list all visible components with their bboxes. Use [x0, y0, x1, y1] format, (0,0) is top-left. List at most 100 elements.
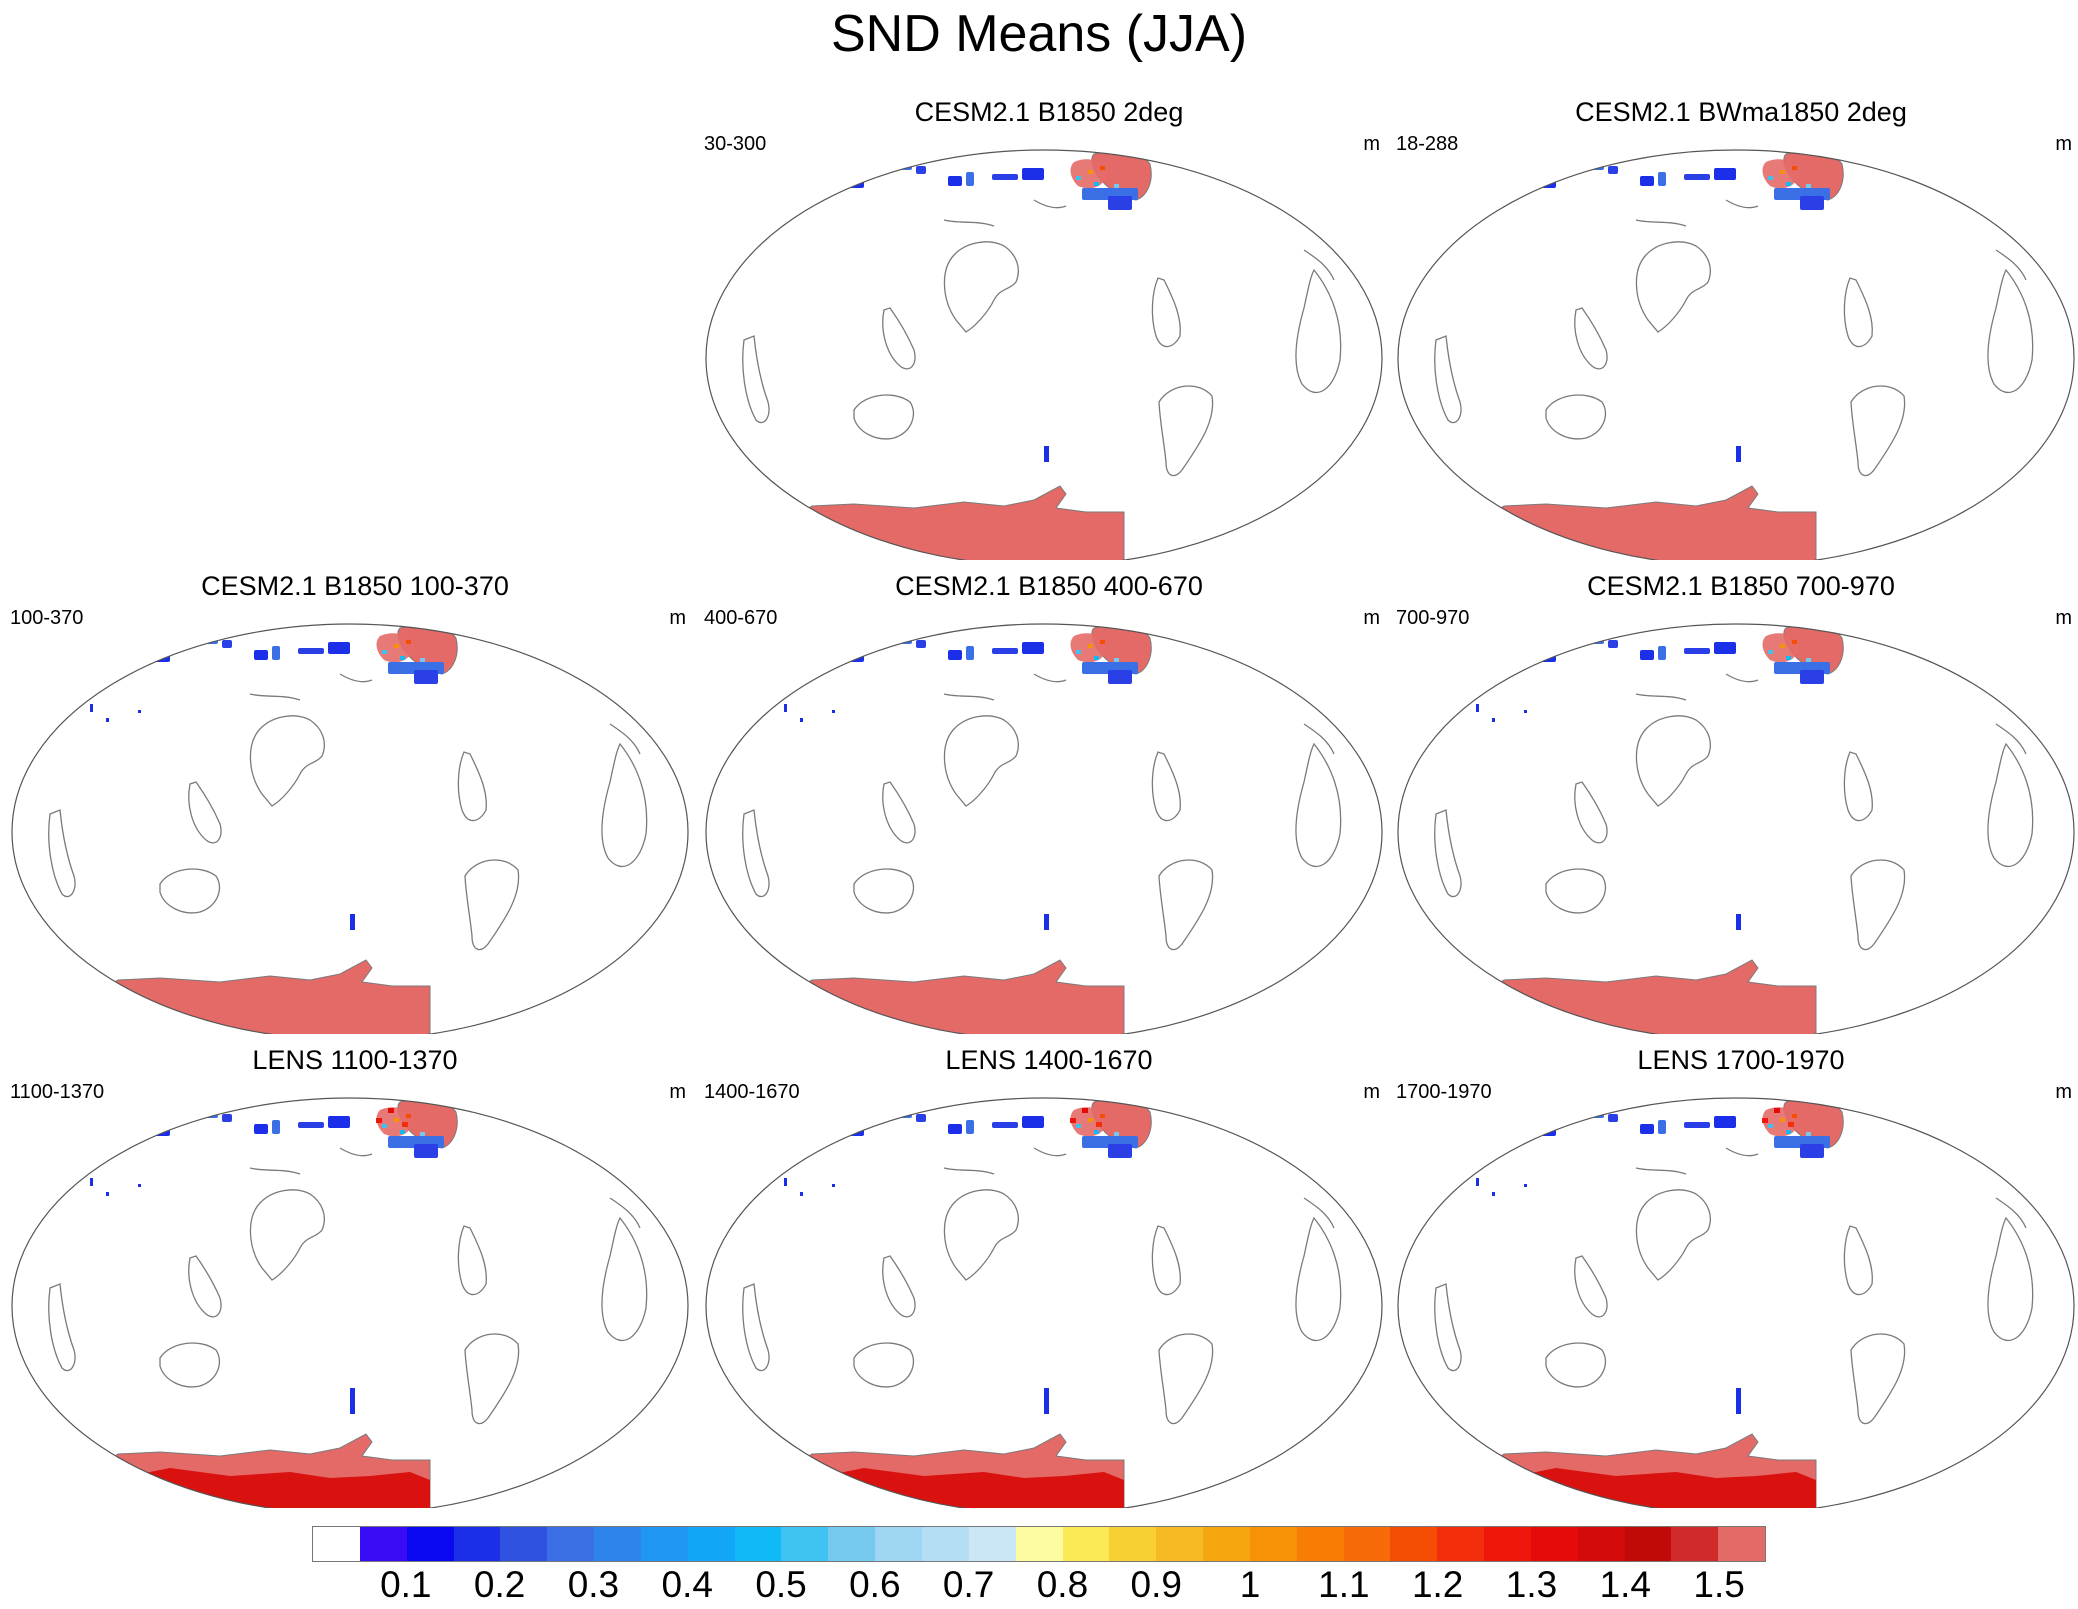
- tibet-snow-cell: [1492, 718, 1495, 722]
- coastline: [943, 715, 1019, 807]
- robinson-globe-map: [1397, 1097, 2075, 1508]
- snow-depth-cell: [1780, 1118, 1785, 1122]
- patagonia-snow: [1736, 914, 1741, 930]
- colorbar-tick-label: 0.1: [380, 1564, 432, 1605]
- colorbar-tick-label: 0.4: [661, 1564, 713, 1605]
- snow-depth-cell: [1792, 640, 1797, 644]
- coastline: [48, 1283, 76, 1372]
- snow-depth-cell: [1076, 650, 1081, 654]
- coastline: [457, 1225, 487, 1296]
- snow-depth-cell: [966, 1120, 974, 1134]
- colorbar-box: [921, 1527, 969, 1561]
- snow-depth-cell: [1088, 170, 1093, 174]
- coastline: [853, 394, 915, 440]
- tibet-snow-cell: [1524, 710, 1527, 713]
- colorbar-box: [1062, 1527, 1110, 1561]
- colorbar-tick-label: 1.4: [1599, 1564, 1651, 1605]
- tibet-snow-cell: [832, 710, 835, 713]
- snow-depth-cell: [816, 166, 862, 184]
- coastline: [1850, 1333, 1906, 1425]
- snow-depth-cell: [298, 648, 324, 654]
- antarctica-snow-field: [1493, 485, 1817, 560]
- snow-depth-cell: [272, 646, 280, 660]
- coastline: [1574, 1255, 1608, 1318]
- coastline: [159, 1342, 221, 1388]
- snow-depth-cell: [176, 1110, 181, 1114]
- snow-depth-cell: [1508, 1114, 1554, 1132]
- colorbar-box: [1484, 1527, 1531, 1561]
- colorbar-box: [687, 1527, 735, 1561]
- coastline: [249, 1167, 301, 1175]
- panel-year-range: 1700-1970: [1396, 1081, 1492, 1103]
- colorbar-tick-label: 1: [1239, 1564, 1261, 1605]
- snow-depth-cell: [1780, 170, 1785, 174]
- coastline: [1995, 1197, 2027, 1229]
- snow-depth-cell: [862, 636, 876, 646]
- colorbar-box: [1577, 1527, 1625, 1561]
- snow-depth-cell: [1714, 642, 1736, 654]
- patagonia-snow: [1044, 914, 1049, 930]
- snow-depth-cell: [1774, 1108, 1780, 1113]
- coastline: [742, 1283, 770, 1372]
- snow-depth-cell: [948, 176, 962, 186]
- tibet-snow-cell: [138, 710, 141, 713]
- coastline: [1033, 673, 1067, 683]
- colorbar-box: [1156, 1527, 1204, 1561]
- robinson-globe-map: [11, 623, 689, 1034]
- tibet-snow-cell: [800, 1192, 803, 1196]
- colorbar-tick-label: 0.2: [473, 1564, 526, 1605]
- coastline: [464, 859, 520, 951]
- colorbar-box: [453, 1527, 501, 1561]
- snow-depth-cell: [1022, 642, 1044, 654]
- snow-depth-cell: [1088, 1118, 1093, 1122]
- snow-depth-cell: [1786, 1130, 1791, 1134]
- snow-depth-cell: [1658, 646, 1666, 660]
- snow-depth-cell: [406, 1114, 411, 1118]
- coastline: [1033, 1147, 1067, 1157]
- coastline: [1635, 693, 1687, 701]
- coastline: [1295, 1216, 1342, 1342]
- snow-depth-cell: [122, 640, 168, 658]
- snow-depth-cell: [1088, 644, 1093, 648]
- globe-outline: [705, 623, 1383, 1034]
- snow-depth-cell: [176, 636, 181, 640]
- colorbar-box: [1296, 1527, 1344, 1561]
- snow-depth-cell: [1554, 636, 1568, 646]
- coastline: [188, 781, 222, 844]
- snow-depth-cell: [1108, 670, 1132, 684]
- robinson-globe-map: [705, 149, 1383, 560]
- panel-year-range: 30-300: [704, 133, 767, 155]
- snow-depth-cell: [298, 1122, 324, 1128]
- colorbar-box: [359, 1527, 407, 1561]
- colorbar-tick-label: 0.6: [849, 1564, 901, 1605]
- coastline: [1850, 859, 1906, 951]
- tibet-snow-cell: [784, 1178, 787, 1186]
- tibet-snow-cell: [90, 704, 93, 712]
- snow-depth-cell: [1768, 1124, 1773, 1128]
- snow-depth-cell: [420, 658, 425, 662]
- colorbar-box: [500, 1527, 548, 1561]
- panel-title: CESM2.1 BWma1850 2deg: [1575, 97, 1907, 127]
- coastline: [457, 751, 487, 822]
- snow-depth-cell: [1684, 648, 1710, 654]
- coastline: [249, 715, 325, 807]
- coastline: [1843, 1225, 1873, 1296]
- coastline: [159, 868, 221, 914]
- tibet-snow-cell: [1476, 704, 1479, 712]
- snow-depth-cell: [382, 650, 387, 654]
- coastline: [1303, 1197, 1335, 1229]
- snow-depth-cell: [222, 1114, 232, 1122]
- map-panel: CESM2.1 B1850 700-970 700-970 m: [1396, 570, 2078, 1034]
- map-panel: CESM2.1 BWma1850 2deg 18-288 m: [1396, 96, 2078, 560]
- coastline: [1158, 385, 1214, 477]
- robinson-globe-map: [11, 1097, 689, 1508]
- snow-depth-cell: [1768, 176, 1773, 180]
- colorbar-tick-label: 0.3: [567, 1564, 620, 1605]
- map-panel: LENS 1700-1970 1700-1970 m: [1396, 1044, 2078, 1508]
- snow-depth-cell: [1792, 166, 1797, 170]
- tibet-snow-cell: [1524, 1184, 1527, 1187]
- coastline: [1434, 809, 1462, 898]
- globe-outline: [1397, 1097, 2075, 1508]
- antarctica-snow-field: [107, 959, 431, 1034]
- coastline: [339, 673, 373, 683]
